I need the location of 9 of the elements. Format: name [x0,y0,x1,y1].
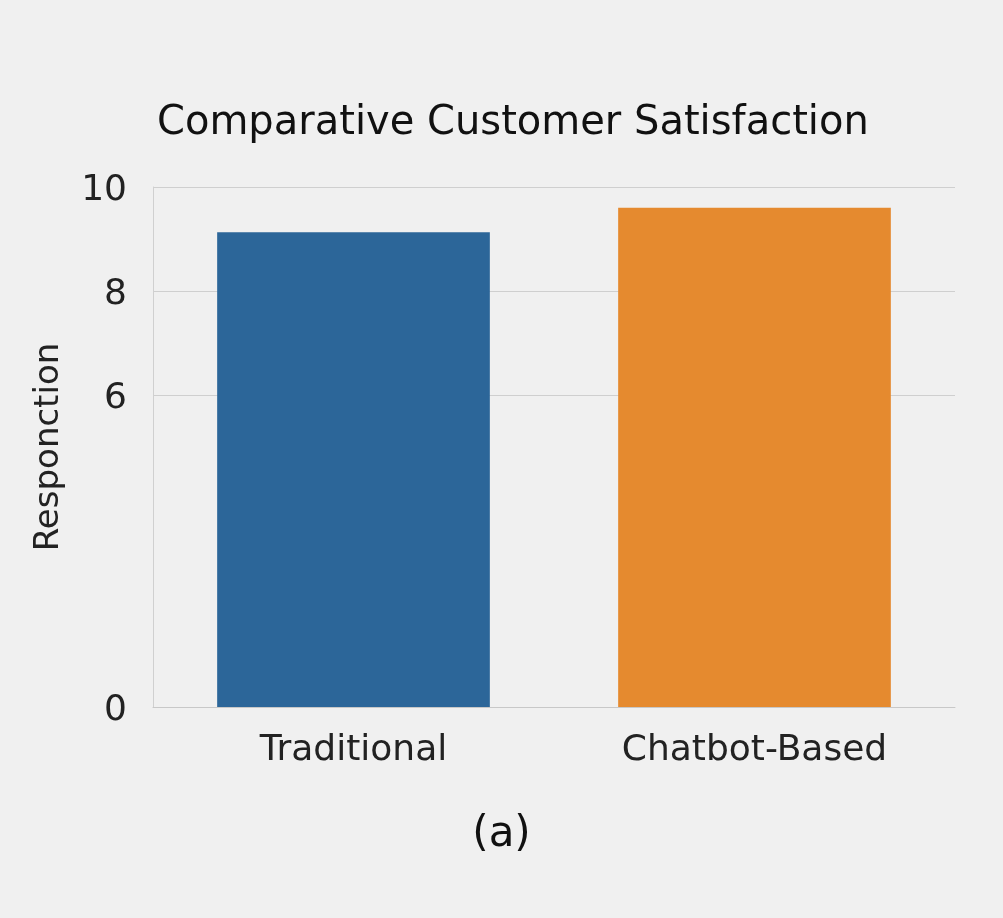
y-tick-label: 8 [104,270,127,312]
x-tick-label: Chatbot-Based [621,726,888,768]
y-tick-label: 6 [104,374,127,416]
x-tick-label: Traditional [258,726,448,768]
y-tick-label: 0 [104,686,127,728]
y-axis-title: Responction [26,342,66,552]
chart-title: Comparative Customer Satisfaction [157,97,869,143]
y-tick-label: 10 [81,166,127,208]
text: (a) [472,806,531,856]
